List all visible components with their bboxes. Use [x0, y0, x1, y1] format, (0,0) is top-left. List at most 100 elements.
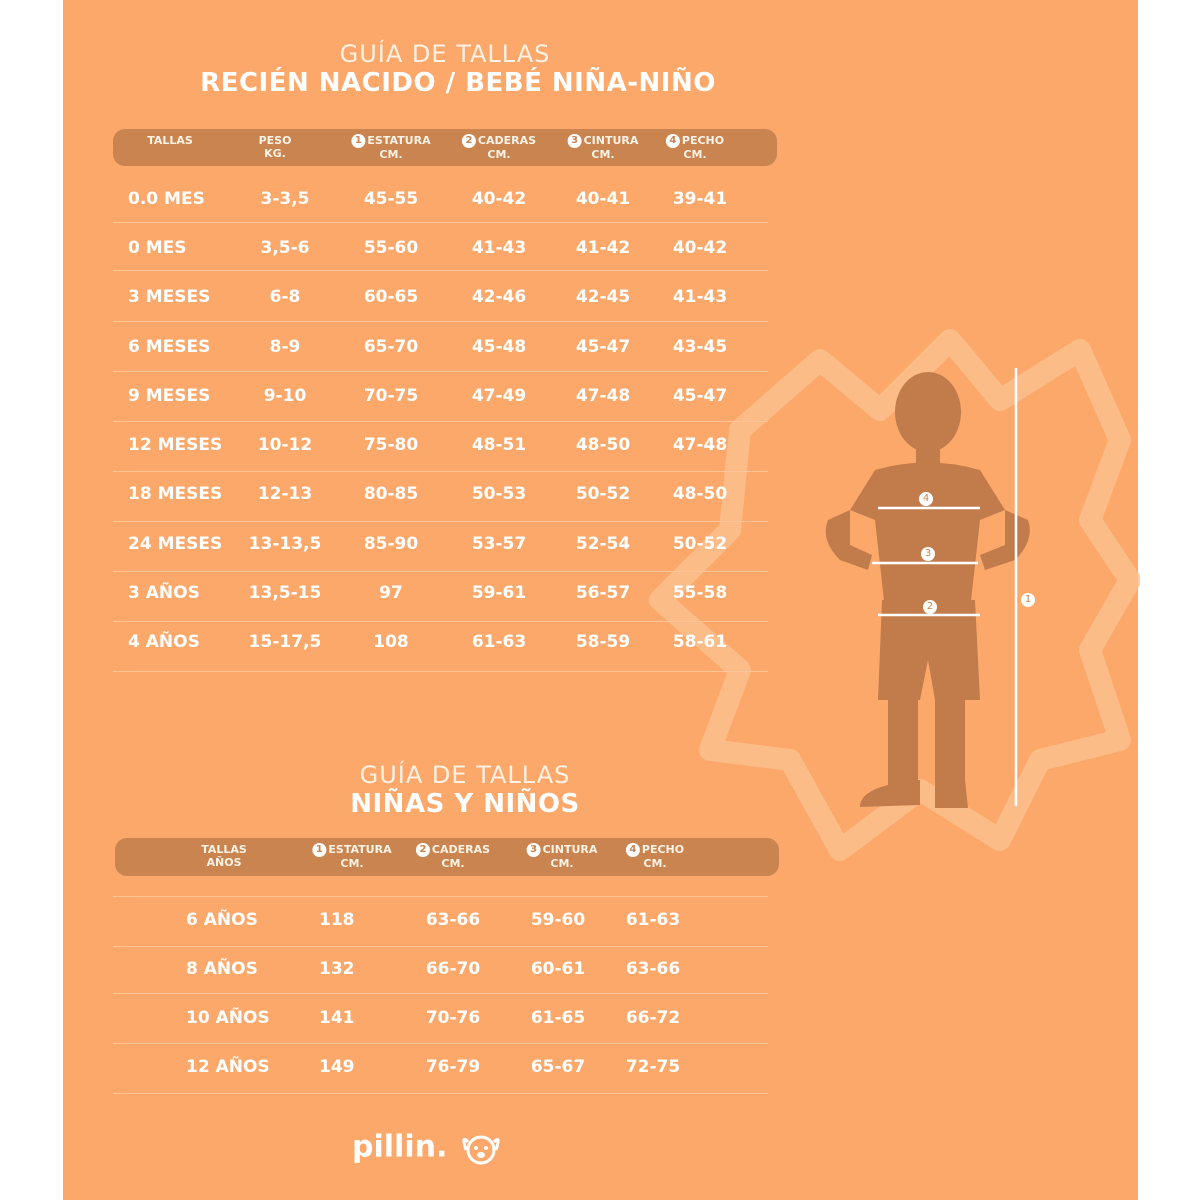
- table-cell: 3-3,5: [260, 189, 310, 209]
- table-cell: 47-48: [672, 435, 728, 455]
- logo-text: pillin.: [352, 1129, 448, 1165]
- table-cell: 59-60: [530, 910, 586, 930]
- table-cell: 15-17,5: [248, 632, 322, 652]
- table-cell: 65-67: [530, 1057, 586, 1077]
- table-cell: 75-80: [363, 435, 419, 455]
- row-divider: [113, 321, 768, 322]
- header-5: 4 PECHO CM.: [665, 134, 724, 161]
- table-cell: 43-45: [672, 337, 728, 357]
- marker-2-label: 2: [923, 599, 937, 614]
- header-label: CINTURA: [542, 843, 598, 856]
- table-cell: 63-66: [625, 959, 681, 979]
- table-cell: 132: [319, 959, 355, 979]
- header-label: TALLAS: [147, 134, 193, 147]
- table-cell: 41-43: [471, 238, 527, 258]
- header-unit: CM.: [683, 148, 707, 161]
- header-3: 2 CADERAS CM.: [461, 134, 537, 161]
- table-cell: 118: [319, 910, 355, 930]
- table-cell: 9-10: [263, 386, 307, 406]
- marker-1-label: 1: [1021, 592, 1035, 607]
- header-1: 1 ESTATURA CM.: [312, 843, 392, 870]
- row-divider: [113, 621, 768, 622]
- table-cell: 61-63: [471, 632, 527, 652]
- row-divider: [113, 471, 768, 472]
- header-label: ESTATURA: [367, 134, 431, 147]
- baby-title-light: GUÍA DE TALLAS: [339, 40, 551, 68]
- header-4: 3 CINTURA CM.: [567, 134, 639, 161]
- child-silhouette-icon: [825, 368, 1030, 808]
- table-cell: 3 AÑOS: [128, 583, 200, 603]
- table-cell: 41-43: [672, 287, 728, 307]
- table-cell: 3,5-6: [260, 238, 310, 258]
- table-cell: 48-51: [471, 435, 527, 455]
- header-1: PESO KG.: [259, 134, 292, 160]
- table-cell: 13-13,5: [248, 534, 322, 554]
- table-cell: 12 AÑOS: [186, 1057, 270, 1077]
- table-cell: 40-42: [471, 189, 527, 209]
- table-cell: 52-54: [575, 534, 631, 554]
- table-cell: 6-8: [269, 287, 301, 307]
- row-divider: [113, 521, 768, 522]
- table-cell: 70-75: [363, 386, 419, 406]
- header-label: CADERAS: [431, 843, 491, 856]
- table-cell: 85-90: [363, 534, 419, 554]
- table-cell: 4 AÑOS: [128, 632, 200, 652]
- table-cell: 42-45: [575, 287, 631, 307]
- row-divider: [113, 421, 768, 422]
- marker-2: 2: [923, 596, 939, 615]
- table-cell: 53-57: [471, 534, 527, 554]
- header-label: CINTURA: [583, 134, 639, 147]
- table-cell: 65-70: [363, 337, 419, 357]
- header-label: TALLAS: [201, 843, 247, 856]
- table-cell: 18 MESES: [128, 484, 223, 504]
- table-cell: 149: [319, 1057, 355, 1077]
- table-cell: 40-42: [672, 238, 728, 258]
- table-cell: 45-55: [363, 189, 419, 209]
- table-cell: 66-70: [425, 959, 481, 979]
- table-cell: 8 AÑOS: [186, 959, 258, 979]
- table-cell: 6 AÑOS: [186, 910, 258, 930]
- row-divider: [113, 571, 768, 572]
- table-cell: 3 MESES: [128, 287, 211, 307]
- header-unit: CM.: [591, 148, 615, 161]
- row-divider: [113, 1043, 768, 1044]
- table-cell: 42-46: [471, 287, 527, 307]
- header-4: 4 PECHO CM.: [625, 843, 684, 870]
- row-divider: [113, 946, 768, 947]
- kids-title-bold: NIÑAS Y NIÑOS: [350, 789, 580, 819]
- table-cell: 55-58: [672, 583, 728, 603]
- table-cell: 61-63: [625, 910, 681, 930]
- header-3: 3 CINTURA CM.: [526, 843, 598, 870]
- row-divider: [113, 993, 768, 994]
- table-cell: 10 AÑOS: [186, 1008, 270, 1028]
- table-cell: 50-52: [575, 484, 631, 504]
- table-cell: 41-42: [575, 238, 631, 258]
- marker-4-label: 4: [919, 491, 933, 506]
- table-cell: 12-13: [257, 484, 313, 504]
- header-2: 2 CADERAS CM.: [415, 843, 491, 870]
- row-divider: [113, 1093, 768, 1094]
- table-cell: 70-76: [425, 1008, 481, 1028]
- table-cell: 50-53: [471, 484, 527, 504]
- header-label: CADERAS: [477, 134, 537, 147]
- header-label: ESTATURA: [328, 843, 392, 856]
- table-cell: 6 MESES: [128, 337, 211, 357]
- table-cell: 47-48: [575, 386, 631, 406]
- table-cell: 48-50: [575, 435, 631, 455]
- marker-icon: 2: [415, 843, 430, 857]
- table-cell: 55-60: [363, 238, 419, 258]
- row-divider: [113, 371, 768, 372]
- header-unit: CM.: [643, 857, 667, 870]
- table-cell: 80-85: [363, 484, 419, 504]
- row-divider: [113, 896, 768, 897]
- header-unit: CM.: [550, 857, 574, 870]
- dog-logo-icon: [462, 1135, 500, 1165]
- table-cell: 141: [319, 1008, 355, 1028]
- header-0: TALLAS: [147, 134, 193, 147]
- table-cell: 72-75: [625, 1057, 681, 1077]
- table-cell: 9 MESES: [128, 386, 211, 406]
- table-cell: 45-47: [575, 337, 631, 357]
- pillin-logo: pillin.: [352, 1128, 504, 1168]
- table-cell: 60-61: [530, 959, 586, 979]
- table-cell: 58-59: [575, 632, 631, 652]
